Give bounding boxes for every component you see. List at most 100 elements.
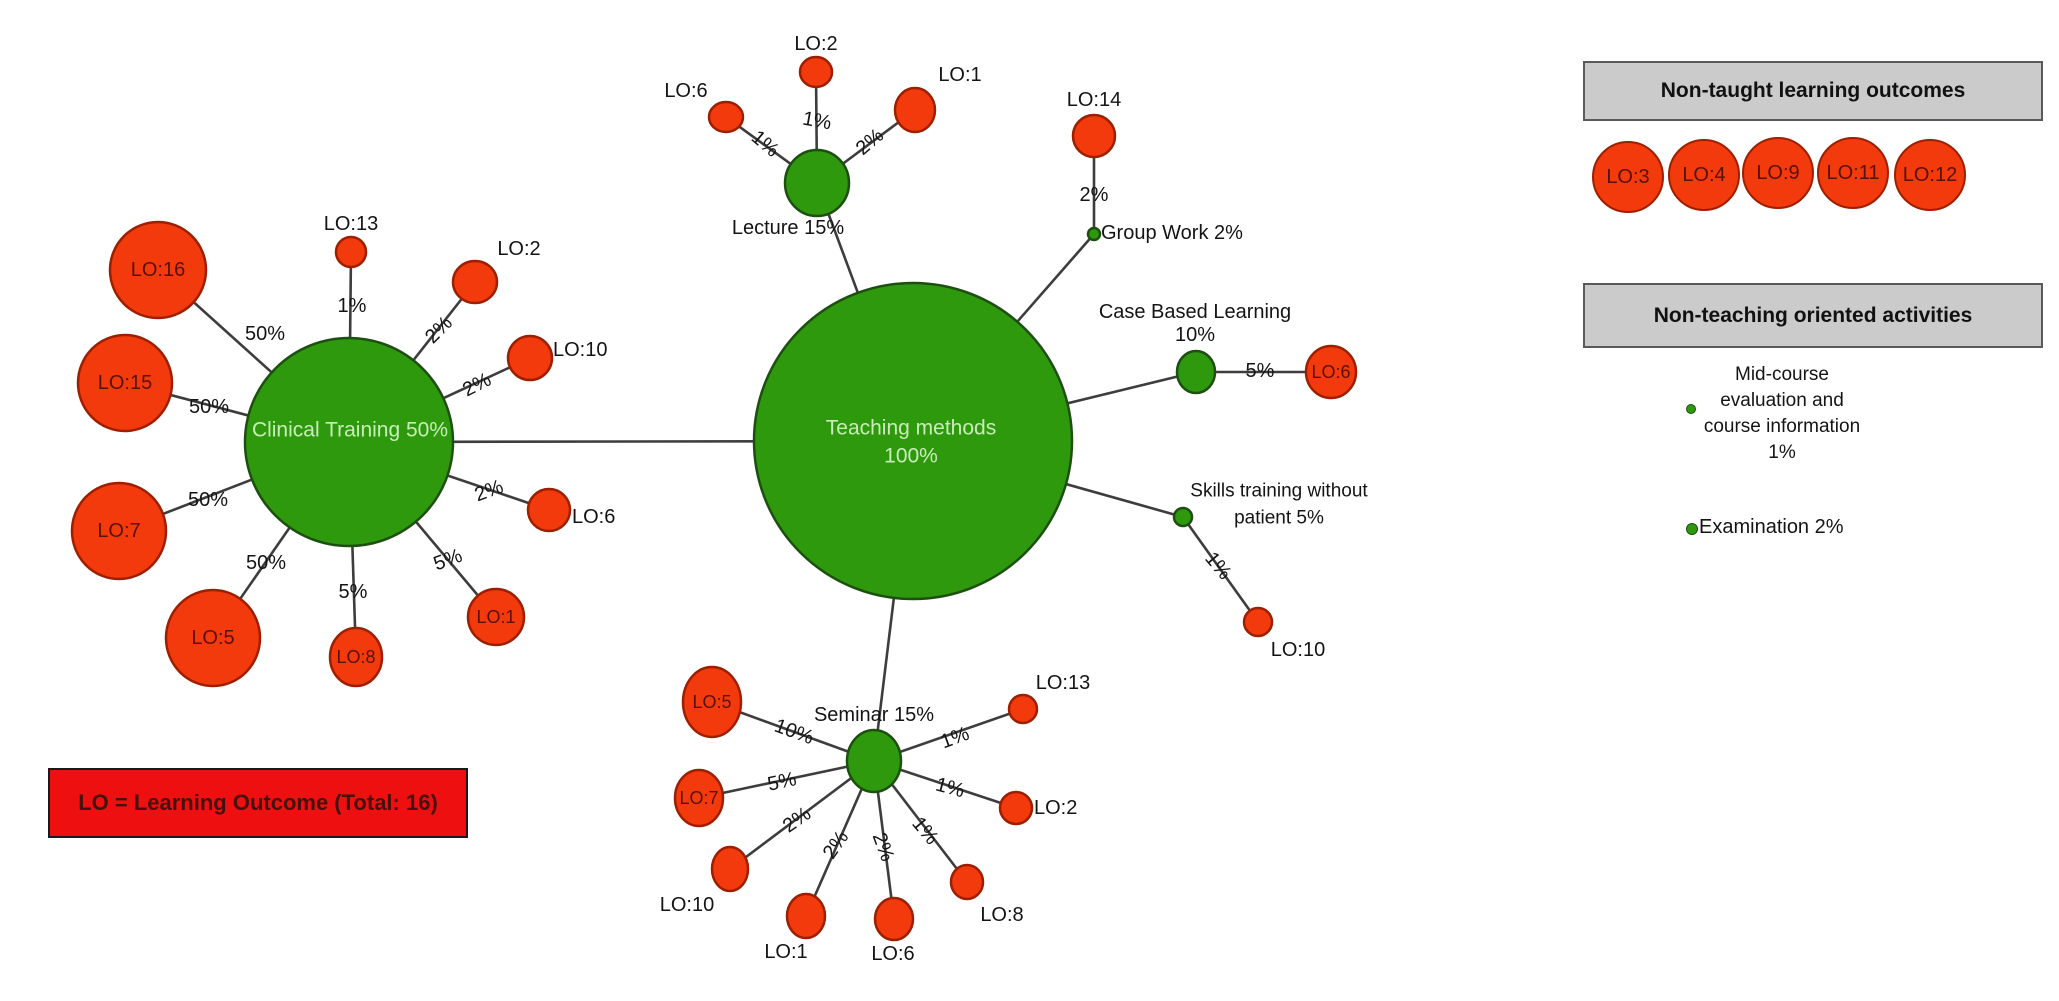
label-group-work: Group Work 2% <box>1101 222 1243 244</box>
node-lec-lo2 <box>798 55 834 89</box>
label-lec-lo1: LO:1 <box>938 64 981 86</box>
node-sem-lo7 <box>673 768 725 828</box>
label-st-lo10: LO:10 <box>1271 639 1325 661</box>
edge-seminar-sem-lo7 <box>698 759 875 800</box>
edge-label-lecture-lec-lo6: 1% <box>747 126 783 162</box>
edge-label-clinical-training-ct-lo5: 50% <box>246 552 286 574</box>
edge-label-clinical-training-ct-lo6: 2% <box>472 476 507 507</box>
edge-label-clinical-training-ct-lo7: 50% <box>188 489 228 511</box>
edge-seminar-sem-lo10 <box>729 759 875 871</box>
label-cbl-lo6: LO:6 <box>1311 362 1350 382</box>
legend-lo3-label: LO:3 <box>1606 165 1650 188</box>
legend-outcome-lo12: LO:12 <box>1894 139 1966 211</box>
label-seminar: Seminar 15% <box>814 704 934 726</box>
node-ct-lo10 <box>506 334 554 382</box>
node-sem-lo2 <box>998 790 1034 826</box>
midcourse-line-3: course information <box>1703 416 1861 437</box>
midcourse-evaluation-label: Mid-course evaluation and course informa… <box>1692 362 1872 466</box>
legend-non-taught-title: Non-taught learning outcomes <box>1660 79 1966 102</box>
edge-label-case-based-learning-cbl-lo6: 5% <box>1246 360 1275 382</box>
edge-skills-training-st-lo10 <box>1181 516 1260 623</box>
node-sem-lo13 <box>1007 693 1039 725</box>
node-group-work <box>1086 226 1102 242</box>
edge-label-clinical-training-ct-lo8: 5% <box>339 581 368 603</box>
label-lec-lo2: LO:2 <box>794 33 837 55</box>
edge-label-skills-training-st-lo10: 1% <box>1200 548 1236 584</box>
label-ct-lo16: LO:16 <box>131 259 185 281</box>
legend-lo4-label: LO:4 <box>1682 163 1726 186</box>
edge-label-clinical-training-ct-lo16: 50% <box>245 323 285 345</box>
node-lec-lo6 <box>707 100 745 134</box>
label-skills-training: Skills training without <box>1190 481 1368 502</box>
node-ct-lo8 <box>328 626 384 688</box>
midcourse-line-1: Mid-course <box>1735 364 1829 385</box>
node-lec-lo1 <box>893 86 937 134</box>
edge-label-seminar-sem-lo5: 10% <box>771 715 816 749</box>
legend-outcome-lo9: LO:9 <box>1742 137 1814 209</box>
node-sem-lo5 <box>681 665 743 739</box>
examination-dot-icon <box>1686 523 1698 535</box>
label-sem-lo5: LO:5 <box>692 692 731 712</box>
label-lec-lo6: LO:6 <box>664 80 707 102</box>
label-case-based-learning: 10% <box>1175 324 1215 346</box>
label-sem-lo1: LO:1 <box>764 941 807 963</box>
node-gw-lo14 <box>1071 113 1117 159</box>
legend-outcome-lo4: LO:4 <box>1668 139 1740 211</box>
label-sem-lo10: LO:10 <box>660 894 714 916</box>
legend-lo9-label: LO:9 <box>1756 161 1800 184</box>
label-sem-lo7: LO:7 <box>679 788 718 808</box>
edge-label-clinical-training-ct-lo1: 5% <box>431 545 466 576</box>
edge-label-lecture-lec-lo2: 1% <box>801 108 834 135</box>
edge-label-seminar-sem-lo7: 5% <box>766 768 799 796</box>
node-ct-lo5 <box>164 588 262 688</box>
node-lecture <box>783 148 851 218</box>
label-ct-lo13: LO:13 <box>324 213 378 235</box>
edge-label-seminar-sem-lo2: 1% <box>933 774 967 803</box>
label-ct-lo15: LO:15 <box>98 372 152 394</box>
label-case-based-learning: Case Based Learning <box>1099 301 1291 323</box>
node-seminar <box>845 728 903 794</box>
label-sem-lo6: LO:6 <box>871 943 914 965</box>
label-ct-lo2: LO:2 <box>497 238 540 260</box>
label-clinical-training: Clinical Training 50% <box>252 419 448 442</box>
node-sem-lo8 <box>949 863 985 901</box>
label-ct-lo1: LO:1 <box>476 607 515 627</box>
node-ct-lo2 <box>451 259 499 305</box>
node-ct-lo6 <box>526 487 572 533</box>
node-ct-lo13 <box>334 235 368 269</box>
node-sem-lo1 <box>785 892 827 940</box>
legend-outcome-lo11: LO:11 <box>1817 137 1889 209</box>
label-teaching-methods: Teaching methods <box>826 417 996 440</box>
label-sem-lo8: LO:8 <box>980 904 1023 926</box>
midcourse-line-4: 1% <box>1768 442 1796 463</box>
legend-non-teaching-box: Non-teaching oriented activities <box>1583 283 2043 348</box>
node-case-based-learning <box>1175 349 1217 395</box>
edge-label-seminar-sem-lo1: 2% <box>819 827 854 863</box>
label-sem-lo13: LO:13 <box>1036 672 1090 694</box>
edge-label-clinical-training-ct-lo15: 50% <box>189 396 229 418</box>
lo-abbreviation-note: LO = Learning Outcome (Total: 16) <box>48 768 468 838</box>
node-ct-lo1 <box>466 587 526 647</box>
node-ct-lo7 <box>70 481 168 581</box>
label-lecture: Lecture 15% <box>732 217 845 239</box>
label-ct-lo10: LO:10 <box>553 339 607 361</box>
edge-label-clinical-training-ct-lo10: 2% <box>459 369 495 402</box>
label-ct-lo7: LO:7 <box>97 520 140 542</box>
label-skills-training: patient 5% <box>1234 508 1324 529</box>
label-ct-lo6: LO:6 <box>572 506 615 528</box>
midcourse-line-2: evaluation and <box>1720 390 1844 411</box>
label-ct-lo8: LO:8 <box>336 647 375 667</box>
node-teaching-methods <box>752 281 1074 601</box>
node-skills-training <box>1172 506 1194 528</box>
legend-lo12-label: LO:12 <box>1902 163 1958 186</box>
label-sem-lo2: LO:2 <box>1034 797 1077 819</box>
node-sem-lo6 <box>873 896 915 942</box>
legend-outcome-lo3: LO:3 <box>1592 141 1664 213</box>
node-cbl-lo6 <box>1304 344 1358 400</box>
node-clinical-training <box>243 336 455 548</box>
node-ct-lo16 <box>108 220 208 320</box>
edge-label-seminar-sem-lo6: 2% <box>868 830 899 865</box>
midcourse-dot-icon <box>1686 404 1696 414</box>
